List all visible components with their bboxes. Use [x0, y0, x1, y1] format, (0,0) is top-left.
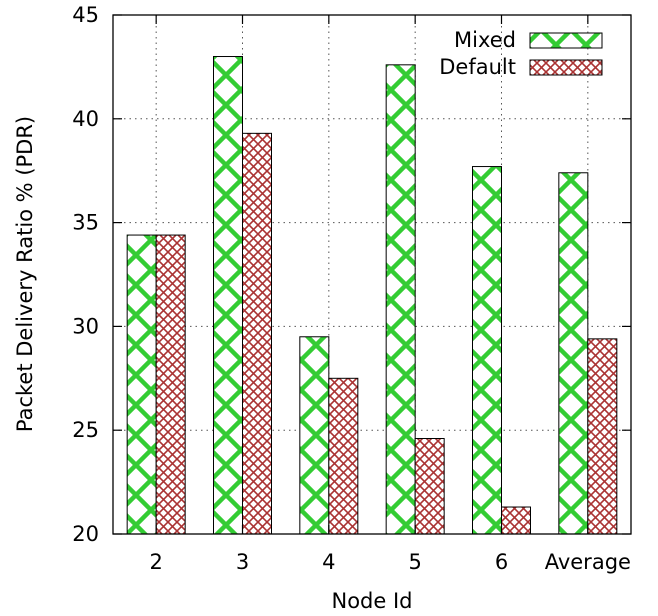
x-tick-label: Average: [545, 550, 631, 574]
bars: [126, 56, 618, 535]
bar-default-4: [328, 377, 359, 535]
bar-mixed-5: [385, 64, 416, 535]
bar-mixed-4: [299, 336, 330, 535]
y-axis-label: Packet Delivery Ratio % (PDR): [13, 116, 37, 432]
legend-swatch-default: [529, 59, 603, 76]
legend: Mixed Default: [439, 28, 603, 79]
legend-swatch-mixed: [529, 32, 603, 49]
bar-mixed-3: [213, 56, 243, 535]
legend-label-default: Default: [439, 55, 516, 79]
x-axis-label: Node Id: [331, 589, 412, 613]
x-tick-label: 6: [495, 550, 508, 574]
x-tick-label: 4: [322, 550, 335, 574]
y-tick-label: 45: [72, 3, 99, 27]
y-tick-label: 40: [72, 107, 99, 131]
grid-lines: [113, 15, 631, 534]
y-tick-label: 20: [72, 522, 99, 546]
bar-mixed-6: [472, 166, 502, 535]
plot-frame: [112, 14, 632, 535]
bar-default-6: [501, 506, 531, 535]
y-tick-label: 35: [72, 211, 99, 235]
x-tick-label: 5: [408, 550, 421, 574]
legend-label-mixed: Mixed: [454, 28, 516, 52]
y-tick-label: 25: [72, 418, 99, 442]
bar-mixed-average: [558, 172, 589, 535]
y-tick-label: 30: [72, 314, 99, 338]
bar-default-average: [587, 338, 618, 535]
bar-default-3: [242, 132, 272, 535]
x-tick-label: 2: [149, 550, 162, 574]
bar-default-2: [155, 234, 186, 535]
x-tick-label: 3: [236, 550, 249, 574]
bar-default-5: [414, 438, 445, 535]
bar-mixed-2: [126, 234, 157, 535]
